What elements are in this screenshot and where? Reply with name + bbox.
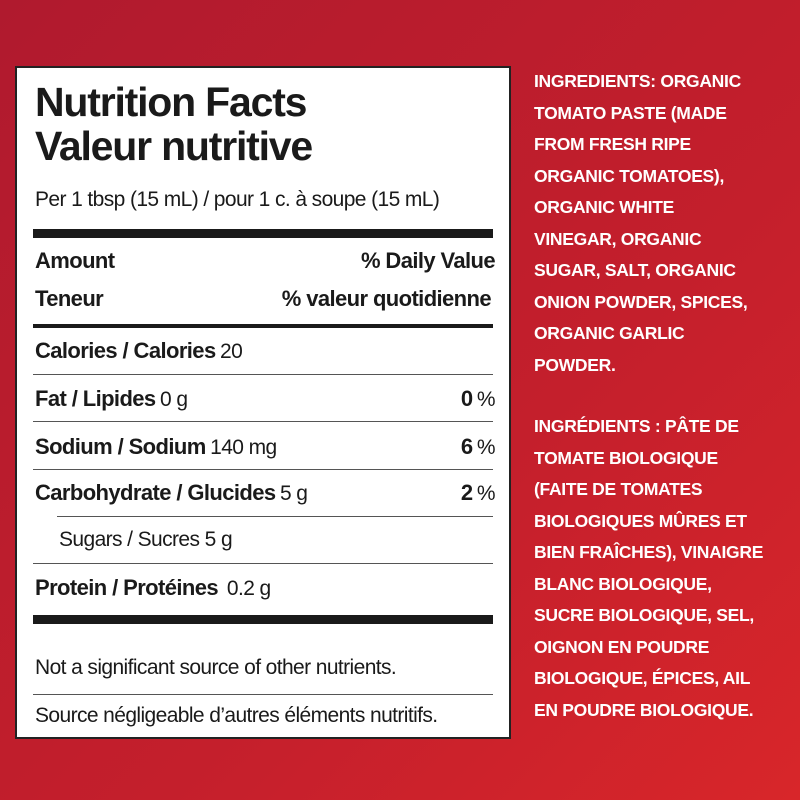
row-divider [57,516,493,517]
ingredients-list: INGREDIENTS: ORGANIC TOMATO PASTE (MADE … [534,66,794,726]
spacer [534,381,794,411]
ingredients-fr-line: BIOLOGIQUES MÛRES ET [534,510,747,531]
ingredients-en-line: INGREDIENTS: ORGANIC [534,71,741,91]
thick-divider [33,229,493,238]
ingredients-fr-line: SUCRE BIOLOGIQUE, SEL, [534,605,754,625]
ingredients-fr-line: BLANC BIOLOGIQUE, [534,573,712,594]
ingredients-fr-line: OIGNON EN POUDRE [534,636,710,657]
ingredients-fr-line: (FAITE DE TOMATES [534,479,703,499]
row-divider [33,563,493,564]
title-fr: Valeur nutritive [35,123,313,169]
ingredients-en-line: TOMATO PASTE (MADE [534,102,727,123]
ingredients-fr-line: EN POUDRE BIOLOGIQUE. [534,699,754,720]
ingredients-fr-line: BIOLOGIQUE, ÉPICES, AIL [534,668,751,688]
dv-value: 6 [460,434,473,459]
sugars-row: Sugars / Sucres 5 g [59,528,233,551]
title-en: Nutrition Facts [35,79,307,125]
nutrient-row-carbohydrate: Carbohydrate / Glucides 5 g [35,480,308,505]
amount-en: Amount [35,248,115,273]
protein-row: Protein / Protéines 0.2 g [35,575,271,600]
nutrient-row-fat: Fat / Lipides 0 g [35,386,188,411]
dv-en: % Daily Value [360,248,496,273]
ingredients-fr-line: INGRÉDIENTS : PÂTE DE [534,416,739,436]
ingredients-fr-line: BIEN FRAÎCHES), VINAIGRE [534,542,764,562]
row-divider [33,469,493,470]
ingredients-en-line: POWDER. [534,354,616,375]
dv-value: 2 [460,480,473,505]
ingredients-en-line: SUGAR, SALT, ORGANIC [534,260,736,280]
footnote-fr: Source négligeable d’autres éléments nut… [35,704,438,727]
row-divider [33,421,493,422]
footnote-en: Not a significant source of other nutrie… [35,656,397,679]
calories-row: Calories / Calories 20 [35,338,243,363]
ingredients-en-line: ORGANIC WHITE [534,197,674,217]
row-divider [33,694,493,695]
thick-divider [33,615,493,624]
dv-fr: % valeur quotidienne [281,286,492,311]
amount-fr: Teneur [35,286,104,311]
ingredients-en-line: VINEGAR, ORGANIC [534,228,702,249]
dv-value: 0 [460,386,473,411]
ingredients-en-line: ORGANIC TOMATOES), [534,165,725,186]
medium-divider [33,324,493,328]
ingredients-fr-line: TOMATE BIOLOGIQUE [534,447,718,468]
row-divider [33,374,493,375]
nutrient-row-sodium: Sodium / Sodium 140 mg [35,434,277,459]
ingredients-en-line: ONION POWDER, SPICES, [534,291,748,312]
ingredients-en-line: ORGANIC GARLIC [534,323,685,343]
nutrition-facts-panel: Nutrition Facts Valeur nutritive Per 1 t… [15,66,511,739]
ingredients-en-line: FROM FRESH RIPE [534,134,691,154]
serving-size: Per 1 tbsp (15 mL) / pour 1 c. à soupe (… [35,188,440,211]
